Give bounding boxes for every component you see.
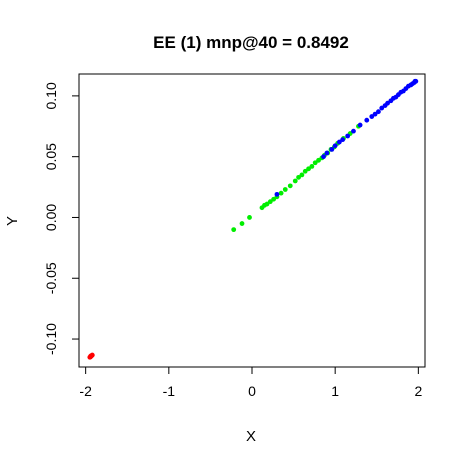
scatter-point	[299, 172, 305, 178]
y-tick-label: -0.10	[43, 323, 59, 355]
y-axis-label: Y	[4, 216, 21, 226]
scatter-point	[340, 137, 346, 143]
scatter-point	[292, 178, 298, 184]
data-points	[87, 78, 419, 360]
scatter-point	[321, 154, 326, 160]
scatter-point	[271, 196, 277, 202]
scatter-point	[239, 221, 245, 226]
x-tick-label: 1	[331, 383, 339, 399]
scatter-point	[351, 128, 356, 134]
scatter-point	[306, 166, 311, 172]
scatter-point	[357, 122, 363, 128]
scatter-point	[413, 78, 419, 84]
scatter-point	[312, 160, 318, 166]
y-axis: -0.10 -0.05 0.00 0.05 0.10	[43, 82, 80, 355]
chart-title: EE (1) mnp@40 = 0.8492	[153, 33, 349, 52]
y-tick-label: 0.00	[43, 204, 59, 231]
scatter-point	[302, 168, 308, 174]
scatter-point	[231, 227, 237, 233]
scatter-point	[278, 190, 284, 196]
scatter-point	[88, 353, 94, 359]
scatter-point	[316, 157, 321, 163]
x-tick-label: -1	[163, 383, 176, 399]
y-tick-label: -0.05	[43, 262, 59, 294]
scatter-point	[324, 150, 330, 156]
x-axis: -2 -1 0 1 2	[79, 366, 422, 399]
scatter-point	[372, 111, 378, 117]
scatter-point	[369, 114, 375, 119]
x-tick-label: 0	[248, 383, 256, 399]
scatter-point	[379, 105, 385, 111]
scatter-point	[364, 117, 370, 123]
scatter-point	[345, 133, 351, 139]
scatter-point	[376, 109, 381, 115]
y-tick-label: 0.10	[43, 82, 59, 109]
scatter-point	[385, 100, 390, 106]
y-tick-label: 0.05	[43, 143, 59, 170]
scatter-point	[336, 139, 342, 145]
scatter-point	[267, 199, 273, 205]
scatter-point	[329, 146, 335, 152]
x-axis-label: X	[246, 428, 256, 445]
scatter-point	[332, 143, 338, 149]
scatter-point	[296, 174, 301, 180]
scatter-point	[287, 183, 293, 189]
x-tick-label: 2	[414, 383, 422, 399]
scatter-point	[264, 201, 270, 207]
x-tick-label: -2	[79, 383, 92, 399]
scatter-point	[247, 215, 252, 220]
scatter-point	[274, 191, 280, 197]
scatter-point	[309, 163, 315, 169]
scatter-point	[282, 187, 288, 192]
